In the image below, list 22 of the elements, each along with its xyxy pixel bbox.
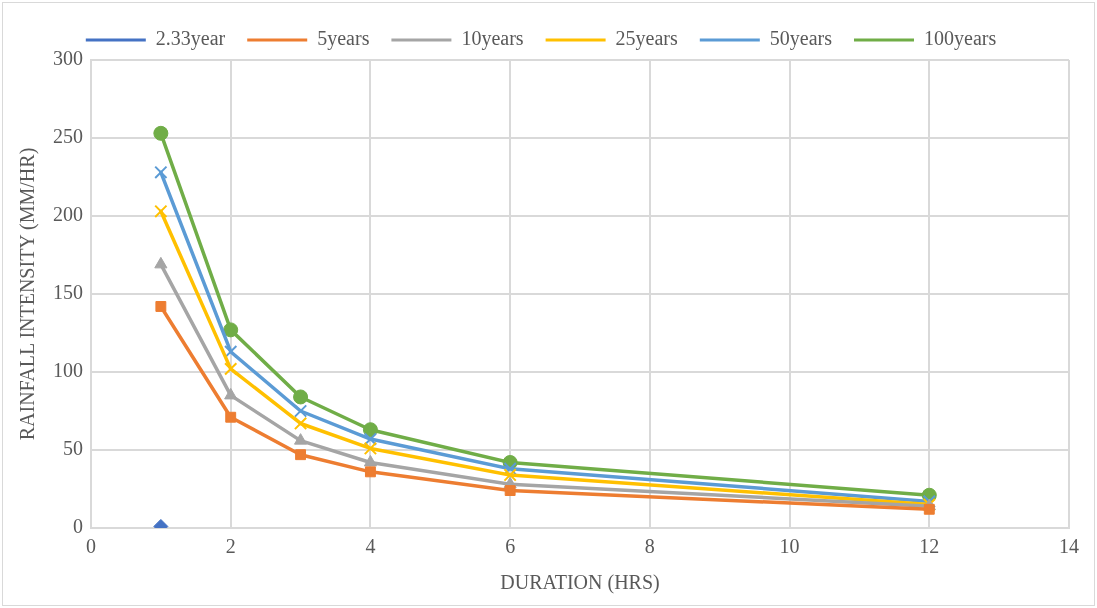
y-tick-label: 0: [73, 515, 83, 538]
x-tick-label: 6: [505, 535, 516, 558]
legend-label: 10years: [461, 27, 524, 51]
legend-label: 2.33year: [155, 27, 226, 51]
legend-label: 50years: [769, 27, 833, 51]
y-tick-label: 300: [53, 47, 83, 70]
x-tick-label: 14: [1059, 535, 1079, 558]
y-tick-label: 50: [63, 437, 83, 460]
y-tick-label: 250: [53, 125, 83, 148]
x-tick-label: 4: [365, 535, 376, 558]
x-tick-label: 8: [644, 535, 655, 558]
y-axis-title: RAINFALL INTENSITY (MM/HR): [16, 147, 40, 441]
x-tick-label: 12: [919, 535, 940, 558]
x-tick-label: 10: [779, 535, 800, 558]
x-tick-label: 2: [225, 535, 236, 558]
y-tick-label: 100: [53, 359, 83, 382]
y-tick-label: 150: [53, 281, 83, 304]
legend-label: 25years: [615, 27, 679, 51]
legend-label: 100years: [924, 27, 997, 51]
y-tick-label: 200: [53, 203, 83, 226]
x-axis-title: DURATION (HRS): [500, 571, 660, 595]
legend-label: 5years: [317, 27, 370, 51]
